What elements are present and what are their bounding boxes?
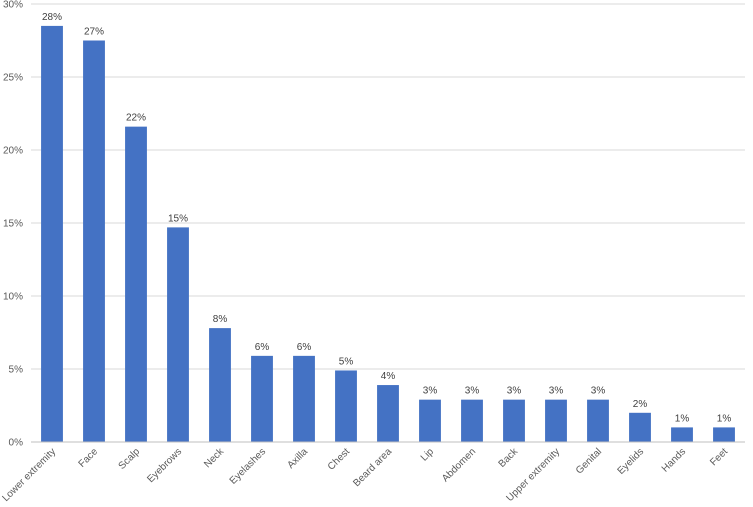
category-label: Eyebrows bbox=[145, 446, 184, 485]
category-labels: Lower extremity Face Scalp Eyebrows Neck Eyel… bbox=[0, 446, 730, 504]
y-tick-label: 15% bbox=[3, 219, 23, 230]
category-label: Eyelashes bbox=[228, 446, 268, 486]
bar bbox=[251, 355, 273, 442]
data-label: 3% bbox=[507, 386, 522, 397]
y-tick-label: 20% bbox=[3, 146, 23, 157]
bar bbox=[713, 427, 735, 442]
data-label: 3% bbox=[549, 386, 564, 397]
bar bbox=[209, 328, 231, 442]
data-label: 2% bbox=[633, 399, 648, 410]
bar bbox=[125, 126, 147, 442]
category-label: Genital bbox=[574, 446, 604, 476]
y-tick-label: 5% bbox=[9, 365, 24, 376]
bar bbox=[335, 370, 357, 442]
bar bbox=[377, 385, 399, 442]
category-label: Scalp bbox=[117, 446, 143, 472]
category-label: Back bbox=[497, 446, 521, 470]
y-tick-label: 10% bbox=[3, 292, 23, 303]
bar bbox=[41, 25, 63, 443]
category-label: Feet bbox=[708, 446, 730, 468]
data-labels: 28% 27% 22% 15% 8% 6% 6% 5% 4% 3% 3% 3% 3% 3% 2% 1% 1% bbox=[42, 12, 732, 424]
category-label: Lip bbox=[419, 446, 437, 464]
category-label: Beard area bbox=[351, 446, 394, 489]
data-label: 27% bbox=[84, 27, 104, 38]
data-label: 5% bbox=[339, 356, 354, 367]
bar bbox=[83, 40, 105, 442]
data-label: 28% bbox=[42, 12, 62, 23]
category-label: Neck bbox=[202, 446, 227, 471]
bar bbox=[503, 399, 525, 442]
y-tick-label: 0% bbox=[9, 438, 24, 449]
bars bbox=[41, 25, 735, 443]
data-label: 1% bbox=[717, 413, 732, 424]
category-label: Hands bbox=[660, 446, 688, 474]
bar bbox=[461, 399, 483, 442]
data-label: 8% bbox=[213, 314, 228, 325]
category-label: Eyelids bbox=[616, 446, 647, 477]
data-label: 15% bbox=[168, 213, 188, 224]
data-label: 4% bbox=[381, 371, 396, 382]
data-label: 6% bbox=[255, 342, 270, 353]
gridlines bbox=[31, 3, 745, 370]
category-label: Lower extremity bbox=[0, 446, 58, 504]
data-label: 6% bbox=[297, 342, 312, 353]
y-tick-label: 25% bbox=[3, 73, 23, 84]
bar bbox=[545, 399, 567, 442]
category-label: Abdomen bbox=[440, 446, 478, 484]
bar bbox=[671, 427, 693, 442]
data-label: 3% bbox=[591, 386, 606, 397]
y-axis-tick-labels: 0% 5% 10% 15% 20% 25% 30% bbox=[3, 0, 23, 449]
bar bbox=[293, 355, 315, 442]
bar bbox=[419, 399, 441, 442]
data-label: 3% bbox=[423, 386, 438, 397]
data-label: 1% bbox=[675, 413, 690, 424]
bar bbox=[587, 399, 609, 442]
y-tick-label: 30% bbox=[3, 0, 23, 11]
bar bbox=[629, 412, 651, 442]
data-label: 22% bbox=[126, 113, 146, 124]
category-label: Axilla bbox=[285, 446, 310, 471]
category-label: Chest bbox=[326, 446, 352, 472]
category-label: Face bbox=[77, 446, 101, 470]
bar bbox=[167, 227, 189, 442]
data-label: 3% bbox=[465, 386, 480, 397]
